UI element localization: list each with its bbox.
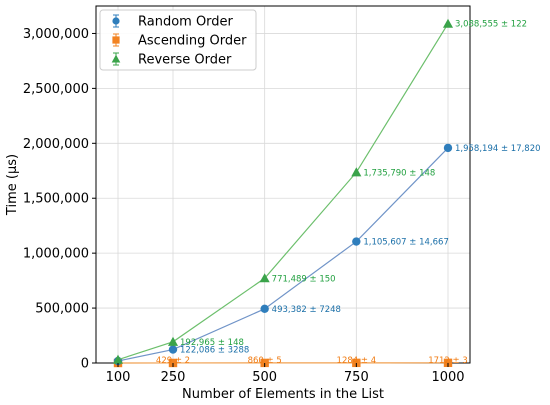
- grid: [96, 6, 470, 364]
- data-point: [168, 345, 178, 354]
- legend-box: [99, 9, 257, 71]
- series-layer: [112, 18, 454, 368]
- data-point: [260, 304, 269, 314]
- data-point: [443, 358, 453, 368]
- data-label: 1,735,790 ± 148: [363, 168, 435, 178]
- y-tick-label: 0: [81, 357, 89, 372]
- legend-item-reverse-order: Reverse Order: [111, 52, 232, 68]
- legend-item-ascending-order: Ascending Order: [112, 33, 247, 49]
- y-axis: 0 500,000 1,000,000 1,500,000 2,000,000 2,500…: [23, 27, 96, 372]
- y-axis-title: Time (μs): [5, 154, 20, 216]
- y-tick-label: 2,000,000: [23, 137, 89, 152]
- data-label: 1284 ± 4: [337, 356, 377, 366]
- data-label: 1,958,194 ± 17,820: [455, 144, 541, 154]
- data-label: 860 ± 5: [248, 356, 282, 366]
- data-point: [352, 358, 361, 368]
- data-point: [259, 273, 270, 283]
- data-label: 771,489 ± 150: [272, 274, 336, 284]
- data-label: 493,382 ± 7248: [272, 305, 341, 315]
- y-tick-label: 3,000,000: [23, 27, 89, 42]
- data-label: 122,086 ± 3288: [180, 346, 249, 356]
- data-point: [168, 358, 178, 368]
- data-point: [260, 358, 269, 368]
- x-tick-label: 100: [106, 370, 131, 385]
- legend-label: Ascending Order: [138, 34, 247, 49]
- data-point: [112, 354, 124, 364]
- y-tick-label: 1,000,000: [23, 247, 89, 262]
- x-axis: 100 250 500 750 1000: [106, 363, 465, 385]
- data-label: 1712 ± 3: [428, 356, 468, 366]
- y-tick-label: 2,500,000: [23, 82, 89, 97]
- series-line: [117, 147, 449, 362]
- legend-marker: [112, 17, 120, 25]
- legend-marker: [112, 36, 120, 44]
- legend: Random Order Ascending Order Reverse Order: [99, 9, 257, 71]
- x-tick-label: 250: [161, 370, 186, 385]
- series-reverse-order: [112, 18, 454, 364]
- data-label: 192,965 ± 148: [180, 338, 244, 348]
- x-tick-label: 1000: [431, 370, 464, 385]
- x-axis-title: Number of Elements in the List: [182, 387, 384, 402]
- legend-marker: [111, 54, 121, 63]
- y-tick-label: 1,500,000: [23, 192, 89, 207]
- legend-label: Random Order: [138, 15, 234, 30]
- y-tick-label: 500,000: [35, 302, 89, 317]
- legend-label: Reverse Order: [138, 53, 232, 68]
- data-labels: 429 ± 2 860 ± 5 1284 ± 4 1712 ± 3 122,086 ± …: [156, 20, 541, 366]
- data-point: [351, 167, 362, 177]
- x-tick-label: 500: [252, 370, 277, 385]
- data-label: 1,105,607 ± 14,667: [363, 238, 449, 248]
- legend-item-random-order: Random Order: [112, 14, 234, 30]
- x-tick-label: 750: [344, 370, 369, 385]
- data-label: 429 ± 2: [156, 356, 190, 366]
- data-point: [167, 336, 179, 346]
- data-point: [442, 18, 454, 28]
- data-label: 3,088,555 ± 122: [455, 20, 527, 30]
- data-point: [352, 237, 361, 246]
- data-point: [443, 143, 453, 153]
